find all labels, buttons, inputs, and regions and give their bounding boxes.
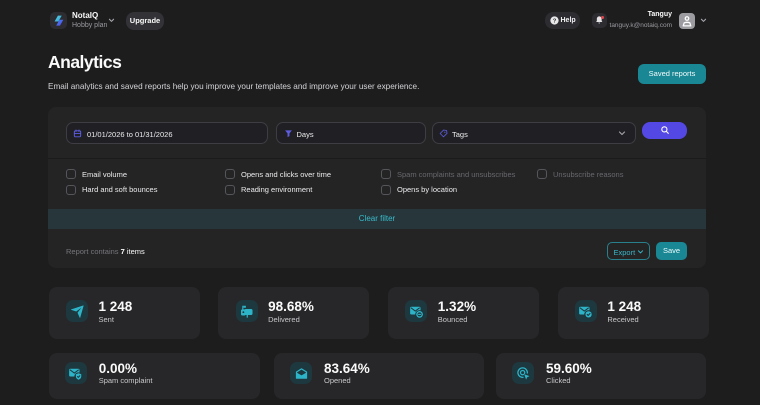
svg-text:?: ? — [552, 18, 556, 24]
